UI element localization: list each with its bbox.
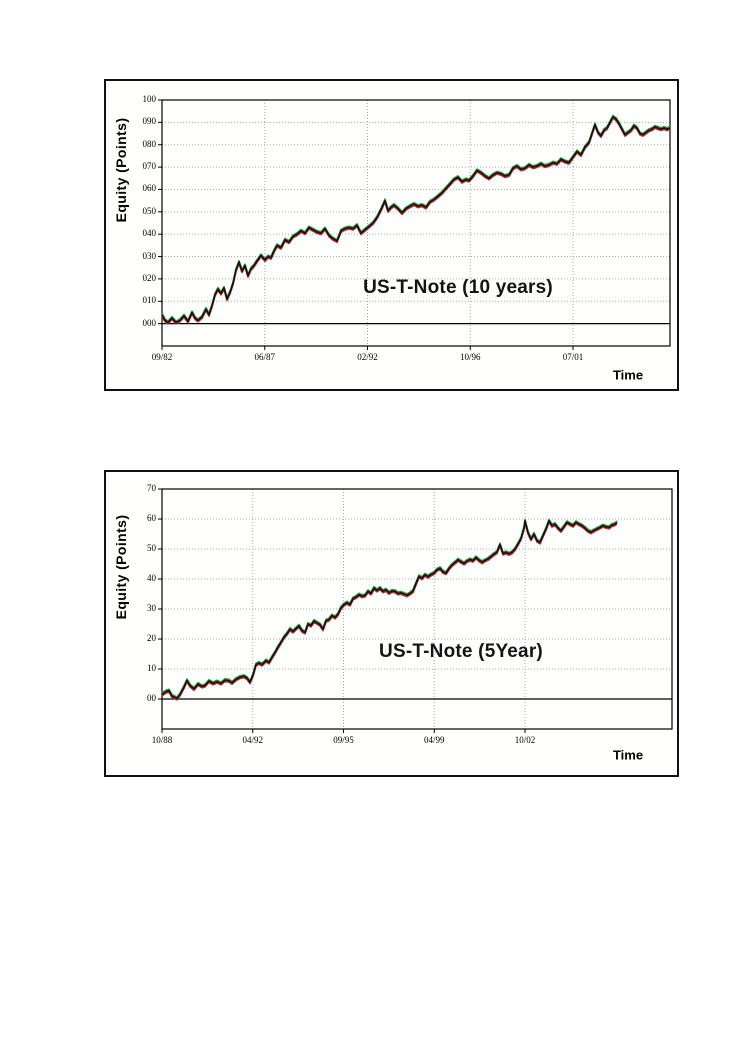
gridlines	[162, 100, 670, 346]
y-tick-label: 10	[147, 663, 156, 673]
series-annotation-5y: US-T-Note (5Year)	[379, 641, 543, 662]
x-tick-label: 09/95	[333, 735, 354, 745]
equity-plot-10y	[158, 99, 671, 350]
tick-marks	[158, 488, 526, 733]
x-axis-title: Time	[612, 367, 644, 383]
y-tick-label: 030	[142, 250, 157, 261]
y-tick-label: 000	[142, 317, 157, 328]
x-axis-title: Time	[612, 747, 644, 763]
y-tick-label: 00	[147, 693, 156, 703]
y-tick-label: 020	[142, 272, 157, 283]
y-tick-label: 070	[142, 161, 157, 172]
x-tick-label: 06/87	[254, 352, 275, 362]
tick-marks	[158, 99, 574, 350]
series-annotation-10y: US-T-Note (10 years)	[363, 277, 553, 298]
x-tick-label: 09/82	[151, 352, 173, 362]
y-axis-title: Equity (Points)	[113, 514, 129, 620]
y-tick-label: 40	[147, 573, 156, 583]
y-tick-label: 20	[147, 633, 156, 643]
chart-panel-tnote-5y: Equity (Points) Time US-T-Note (5Year) 7…	[104, 470, 679, 777]
x-tick-label: 10/96	[459, 352, 481, 362]
y-tick-label: 60	[147, 513, 156, 523]
x-tick-label: 02/92	[357, 352, 378, 362]
x-tick-label: 04/99	[423, 735, 445, 745]
y-tick-label: 090	[142, 116, 157, 127]
y-tick-label: 040	[142, 228, 157, 239]
equity-line	[161, 115, 671, 324]
newhigh-shadow-line	[161, 518, 618, 698]
y-tick-label: 080	[142, 138, 157, 149]
y-tick-label: 30	[147, 603, 156, 613]
y-tick-label: 50	[147, 543, 156, 553]
equity-line	[161, 519, 618, 700]
x-tick-label: 10/02	[514, 735, 536, 745]
y-tick-label: 010	[142, 295, 157, 306]
drawdown-shadow-line	[161, 521, 618, 701]
y-tick-label: 100	[142, 94, 157, 104]
y-tick-label: 70	[147, 483, 156, 493]
plot-frame	[161, 99, 671, 347]
chart-panel-tnote-10y: Equity (Points) Time US-T-Note (10 years…	[104, 79, 679, 391]
y-tick-label: 060	[142, 183, 157, 194]
gridlines	[162, 489, 672, 729]
x-tick-label: 07/01	[562, 352, 584, 362]
x-tick-label: 04/92	[242, 735, 263, 745]
y-tick-label: 050	[142, 205, 157, 216]
x-tick-label: 10/88	[151, 735, 173, 745]
y-axis-title: Equity (Points)	[113, 117, 129, 223]
equity-plot-5y	[158, 488, 673, 733]
